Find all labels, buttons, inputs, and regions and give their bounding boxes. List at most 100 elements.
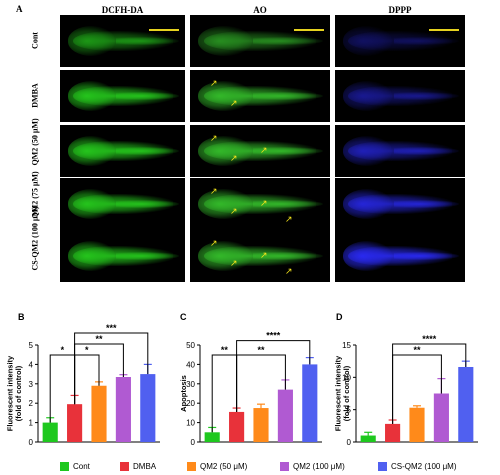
arrow-icon: ↗ xyxy=(230,207,238,217)
zebrafish-glow xyxy=(342,26,393,56)
arrow-icon: ↗ xyxy=(230,99,238,109)
y-tick-label: 30 xyxy=(186,380,195,389)
bar-4 xyxy=(458,366,474,442)
y-axis-label: Fluorescent intensity(fold of control) xyxy=(6,355,23,431)
zebrafish-glow xyxy=(204,245,316,267)
bar-3 xyxy=(115,377,131,442)
significance-bracket xyxy=(236,340,311,412)
row-label-1: DMBA xyxy=(30,83,40,108)
y-tick-label: 5 xyxy=(347,406,352,415)
legend-swatch xyxy=(378,462,387,471)
bar-3 xyxy=(277,389,293,442)
image-dcfh-row-4 xyxy=(60,230,185,282)
zebrafish-glow xyxy=(393,91,459,101)
zebrafish-glow xyxy=(348,85,452,107)
significance-bracket xyxy=(236,354,286,412)
legend-label: QM2 (50 μM) xyxy=(200,462,248,471)
y-tick-label: 10 xyxy=(342,373,351,382)
significance-bracket xyxy=(74,354,100,405)
zebrafish-glow xyxy=(72,193,173,215)
scale-bar xyxy=(149,29,179,31)
arrow-icon: ↗ xyxy=(260,146,268,156)
y-tick-label: 1 xyxy=(29,419,34,428)
arrow-icon: ↗ xyxy=(285,215,293,225)
significance-label: **** xyxy=(422,334,437,344)
y-tick-label: 2 xyxy=(29,399,34,408)
bar-2 xyxy=(253,408,269,442)
significance-label: ** xyxy=(221,345,229,355)
bar-0 xyxy=(42,422,58,442)
legend-label: Cont xyxy=(73,462,90,471)
legend-swatch xyxy=(187,462,196,471)
scale-bar xyxy=(429,29,459,31)
y-tick-label: 0 xyxy=(29,438,34,447)
legend-item: Cont xyxy=(60,462,90,471)
significance-bracket xyxy=(211,354,238,433)
column-title-dppp: DPPP xyxy=(388,5,412,15)
arrow-icon: ↗ xyxy=(210,187,218,197)
significance-bracket xyxy=(49,354,76,423)
significance-bracket xyxy=(392,354,442,424)
bar-2 xyxy=(91,385,107,442)
y-tick-label: 5 xyxy=(29,341,34,350)
bar-4 xyxy=(140,374,156,442)
row-label-0: Cont xyxy=(30,32,40,49)
significance-bracket xyxy=(392,343,467,424)
legend-swatch xyxy=(60,462,69,471)
zebrafish-glow xyxy=(204,140,316,162)
bar-1 xyxy=(229,411,245,442)
legend-label: DMBA xyxy=(133,462,157,471)
legend-swatch xyxy=(280,462,289,471)
significance-bracket xyxy=(74,343,124,405)
image-dppp-row-1 xyxy=(335,70,465,122)
zebrafish-glow xyxy=(348,30,452,52)
zebrafish-glow xyxy=(72,140,173,162)
bar-0 xyxy=(204,432,220,442)
y-tick-label: 40 xyxy=(186,360,195,369)
zebrafish-glow xyxy=(72,245,173,267)
image-ao-row-4: ↗ ↗ ↗ ↗ xyxy=(190,230,330,282)
image-ao-row-0 xyxy=(190,15,330,67)
bar-0 xyxy=(360,435,376,442)
column-title-ao: AO xyxy=(253,5,267,15)
image-ao-row-2: ↗ ↗ ↗ xyxy=(190,125,330,177)
image-dppp-row-4 xyxy=(335,230,465,282)
significance-label: ** xyxy=(413,345,421,355)
significance-label: * xyxy=(85,345,89,355)
y-tick-label: 50 xyxy=(186,341,195,350)
bar-4 xyxy=(302,364,318,442)
bar-1 xyxy=(67,404,83,442)
arrow-icon: ↗ xyxy=(210,79,218,89)
zebrafish-glow xyxy=(348,193,452,215)
y-tick-label: 4 xyxy=(29,360,34,369)
y-axis-label: Apoptosis xyxy=(179,375,188,412)
panel-c-label: C xyxy=(180,312,187,322)
scale-bar xyxy=(294,29,324,31)
y-tick-label: 0 xyxy=(347,438,352,447)
arrow-icon: ↗ xyxy=(210,239,218,249)
significance-label: * xyxy=(61,345,65,355)
zebrafish-glow xyxy=(348,245,452,267)
legend-item: CS-QM2 (100 μM) xyxy=(378,462,457,471)
significance-label: ** xyxy=(95,334,103,344)
image-dppp-row-0 xyxy=(335,15,465,67)
bar-2 xyxy=(409,407,425,442)
y-tick-label: 15 xyxy=(342,341,351,350)
legend-label: CS-QM2 (100 μM) xyxy=(391,462,457,471)
row-label-4: CS-QM2 (100 μM) xyxy=(30,206,40,271)
image-dcfh-row-0 xyxy=(60,15,185,67)
y-tick-label: 3 xyxy=(29,380,34,389)
bar-1 xyxy=(385,423,401,442)
zebrafish-glow xyxy=(342,81,393,111)
zebrafish-glow xyxy=(204,85,316,107)
image-dcfh-row-1 xyxy=(60,70,185,122)
zebrafish-glow xyxy=(72,30,173,52)
image-dppp-row-3 xyxy=(335,178,465,230)
zebrafish-glow xyxy=(72,85,173,107)
image-dppp-row-2 xyxy=(335,125,465,177)
zebrafish-glow xyxy=(348,140,452,162)
panel-a-label: A xyxy=(16,4,23,14)
zebrafish-glow xyxy=(393,36,459,46)
image-ao-row-3: ↗ ↗ ↗ ↗ xyxy=(190,178,330,230)
